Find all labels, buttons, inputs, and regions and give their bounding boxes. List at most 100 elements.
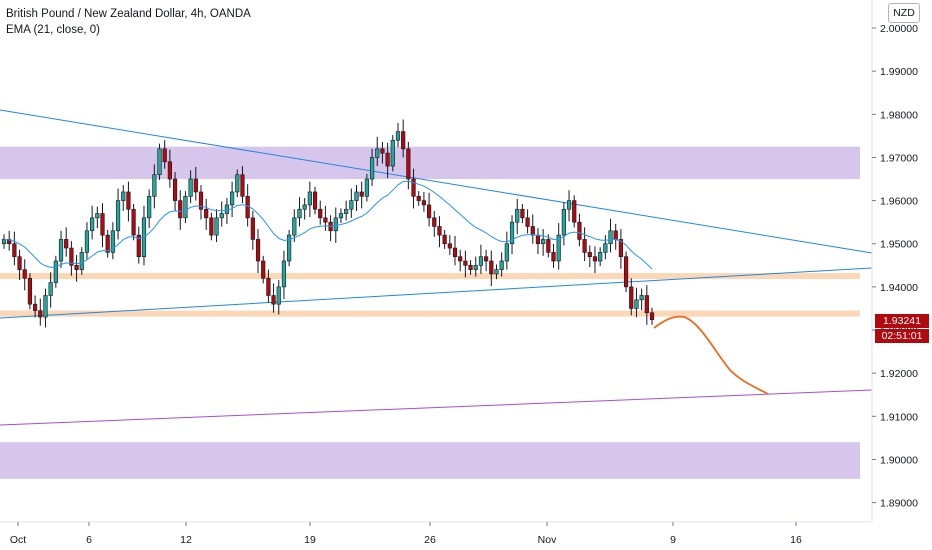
candle-body bbox=[22, 269, 27, 279]
candle-body bbox=[489, 260, 494, 275]
x-tick-label: 9 bbox=[670, 534, 676, 546]
symbol-title: British Pound / New Zealand Dollar, 4h, … bbox=[6, 8, 251, 20]
candle-body bbox=[33, 303, 38, 311]
candle-body bbox=[463, 260, 468, 266]
candle-body bbox=[318, 208, 323, 219]
candle-body bbox=[551, 252, 556, 262]
candle-body bbox=[421, 200, 427, 206]
candle-body bbox=[577, 221, 582, 240]
candle-body bbox=[204, 208, 209, 219]
candle-body bbox=[188, 178, 193, 197]
ema-layer bbox=[3, 180, 653, 270]
candle-body bbox=[43, 295, 48, 318]
candle-body bbox=[338, 213, 344, 219]
candle-body bbox=[152, 174, 157, 197]
candle-body bbox=[426, 204, 432, 219]
y-tick-label: 1.90000 bbox=[880, 454, 918, 466]
candle-body bbox=[17, 256, 22, 270]
y-tick-label: 1.99000 bbox=[880, 66, 918, 78]
candle-body bbox=[344, 208, 349, 214]
candle-body bbox=[442, 234, 447, 245]
candle-body bbox=[121, 191, 126, 201]
x-tick-label: Nov bbox=[538, 534, 557, 546]
candle-body bbox=[649, 312, 655, 320]
candle-body bbox=[126, 191, 131, 210]
candle-body bbox=[556, 234, 561, 262]
candle-body bbox=[178, 200, 183, 219]
candle-body bbox=[494, 269, 499, 275]
candle-body bbox=[292, 217, 297, 236]
candle-body bbox=[468, 265, 473, 270]
candle-body bbox=[644, 295, 649, 314]
x-tick-label: 16 bbox=[790, 534, 802, 546]
candle-body bbox=[79, 252, 84, 270]
upper-trendline bbox=[0, 109, 873, 254]
candle-body bbox=[64, 239, 69, 249]
candle-body bbox=[484, 256, 489, 262]
candle-body bbox=[90, 217, 95, 232]
projection-layer bbox=[653, 315, 769, 395]
candle-body bbox=[281, 260, 287, 288]
candle-body bbox=[157, 148, 162, 176]
candle-body bbox=[515, 208, 520, 223]
currency-badge[interactable]: NZD bbox=[888, 3, 920, 23]
candle-body bbox=[115, 200, 121, 232]
candle-body bbox=[12, 243, 17, 257]
candle-layer bbox=[1, 119, 655, 328]
candle-body bbox=[53, 260, 58, 283]
y-tick-label: 1.91000 bbox=[880, 411, 918, 423]
candle-body bbox=[525, 217, 530, 227]
candle-body bbox=[639, 295, 644, 301]
candle-body bbox=[541, 239, 546, 245]
candle-body bbox=[520, 208, 525, 219]
candle-body bbox=[390, 139, 395, 167]
candle-body bbox=[375, 148, 380, 158]
candle-body bbox=[229, 191, 235, 206]
y-tick-label: 1.92000 bbox=[880, 368, 918, 380]
candle-body bbox=[224, 204, 230, 214]
chart-legend: British Pound / New Zealand Dollar, 4h, … bbox=[6, 6, 251, 38]
candle-body bbox=[629, 286, 634, 309]
candle-body bbox=[198, 191, 204, 210]
candle-body bbox=[27, 277, 33, 305]
candle-body bbox=[499, 260, 504, 270]
candle-body bbox=[69, 247, 74, 266]
zone-layer bbox=[0, 146, 860, 479]
support-zone bbox=[0, 273, 860, 280]
trendline-layer bbox=[0, 109, 873, 426]
candle-body bbox=[566, 200, 572, 210]
y-tick-label: 2.00000 bbox=[880, 23, 918, 35]
candle-body bbox=[416, 195, 421, 201]
candle-body bbox=[110, 230, 115, 253]
purple-trendline bbox=[0, 389, 873, 426]
candle-body bbox=[395, 131, 401, 141]
candle-body bbox=[437, 226, 442, 236]
candle-body bbox=[411, 178, 416, 197]
lower-trendline bbox=[0, 267, 873, 319]
candle-body bbox=[582, 239, 587, 253]
candle-body bbox=[38, 310, 43, 318]
candle-body bbox=[95, 213, 100, 219]
candle-body bbox=[380, 148, 385, 154]
candle-body bbox=[535, 234, 541, 245]
candle-body bbox=[333, 217, 338, 232]
candle-body bbox=[473, 265, 478, 270]
candle-body bbox=[572, 200, 577, 223]
ema-line bbox=[3, 180, 653, 270]
candle-body bbox=[276, 286, 281, 305]
candle-body bbox=[84, 230, 90, 253]
candle-body bbox=[100, 213, 105, 236]
candle-body bbox=[271, 295, 276, 305]
candle-body bbox=[364, 178, 369, 197]
supply-zone bbox=[0, 442, 860, 479]
candle-body bbox=[250, 217, 255, 240]
projection-path bbox=[653, 315, 769, 395]
candle-body bbox=[608, 230, 613, 245]
candle-body bbox=[634, 299, 639, 309]
candle-body bbox=[401, 131, 406, 150]
candle-body bbox=[240, 174, 245, 197]
candle-body bbox=[349, 200, 354, 210]
candle-body bbox=[312, 191, 318, 210]
x-tick-label: 6 bbox=[86, 534, 92, 546]
